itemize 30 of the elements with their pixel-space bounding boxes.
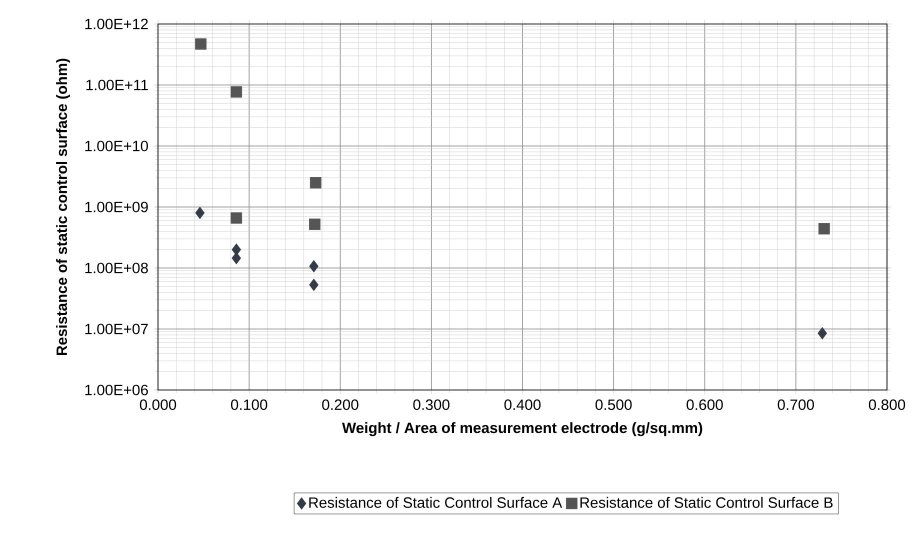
y-tick-label: 1.00E+07 <box>85 324 148 334</box>
point <box>230 86 242 98</box>
point <box>230 212 242 224</box>
x-tick-label: 0.100 <box>231 399 268 410</box>
point <box>818 327 828 340</box>
y-tick-label: 1.00E+09 <box>85 202 148 212</box>
y-tick-label: 1.00E+10 <box>85 140 148 152</box>
x-axis-title: Weight / Area of measurement electrode (g/sq.mm) <box>342 422 702 436</box>
x-tick-label: 0.700 <box>778 399 814 410</box>
point <box>309 218 320 230</box>
point <box>310 177 322 188</box>
x-tick-label: 0.600 <box>686 399 723 410</box>
x-tick-label: 0.400 <box>504 399 541 410</box>
point <box>309 278 319 292</box>
x-tick-label: 0.300 <box>413 399 450 410</box>
x-tick-label: 0.800 <box>868 399 906 410</box>
point <box>195 38 207 50</box>
y-axis-title: Resistance of static control surface (ohm) <box>56 58 70 356</box>
point <box>309 260 319 272</box>
y-tick-label: 1.00E+12 <box>85 18 148 30</box>
x-tick-label: 0.200 <box>322 399 358 410</box>
y-tick-label: 1.00E+11 <box>86 80 148 90</box>
y-tick-label: 1.00E+06 <box>85 384 148 396</box>
y-tick-label: 1.00E+08 <box>85 262 148 274</box>
x-tick-label: 0.500 <box>596 399 632 410</box>
legend-label: Resistance of Static Control Surface A <box>309 496 562 508</box>
point <box>195 206 205 220</box>
x-tick-label: 0.000 <box>140 399 176 410</box>
point <box>818 223 830 234</box>
legend-label: Resistance of Static Control Surface B <box>580 496 833 508</box>
